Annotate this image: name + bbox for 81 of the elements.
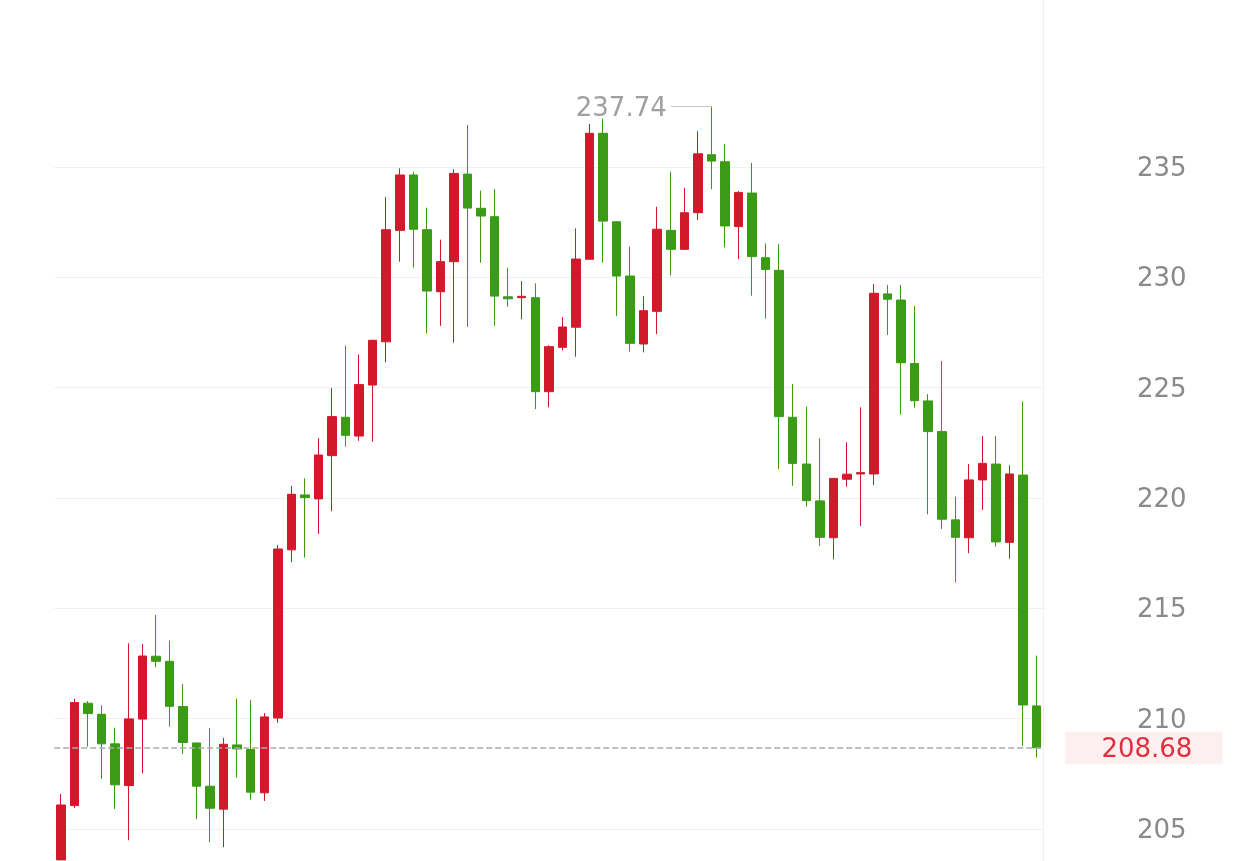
candlestick: [585, 123, 594, 260]
candlestick: [368, 339, 377, 443]
candlestick: [273, 544, 283, 724]
candlestick: [314, 437, 323, 535]
candlestick: [720, 143, 730, 248]
candlestick: [110, 727, 120, 810]
candlestick: [490, 188, 499, 327]
candlestick: [774, 243, 784, 470]
candlestick: [205, 727, 215, 843]
candlestick: [260, 712, 269, 802]
candlestick: [829, 477, 838, 560]
candlestick: [287, 485, 296, 563]
y-tick-label: 220: [1137, 483, 1187, 514]
candlestick: [341, 345, 350, 448]
candlestick: [802, 406, 811, 508]
candlestick: [747, 162, 757, 297]
candlestick: [246, 699, 255, 801]
y-tick-label: 210: [1137, 703, 1187, 734]
y-tick-label: 205: [1137, 814, 1187, 844]
candlestick: [449, 168, 459, 344]
candlestick: [97, 704, 106, 780]
candlestick: [964, 463, 974, 554]
candlestick: [558, 316, 567, 351]
candlestick: [788, 383, 797, 487]
candlestick: [883, 284, 892, 336]
candlestick: [1005, 464, 1014, 560]
candlestick: [300, 477, 310, 559]
candlestick: [56, 793, 66, 861]
candlestick: [734, 190, 743, 260]
candlestick: [693, 130, 703, 221]
y-tick-label: 225: [1137, 372, 1187, 403]
candlestick: [937, 360, 947, 530]
ref-line-label: 208.68: [1101, 732, 1193, 763]
candlestick: [422, 207, 432, 334]
candlestick: [503, 267, 513, 308]
candlestick: [707, 106, 716, 190]
candlestick: [409, 171, 418, 269]
candlestick: [815, 437, 825, 547]
candlestick: [991, 435, 1001, 548]
candlestick: [680, 187, 689, 250]
candlestick: [354, 353, 364, 442]
candlestick: [598, 117, 608, 264]
candlestick: [612, 221, 621, 317]
candlestick: [652, 206, 662, 335]
candlestick: [923, 393, 933, 515]
candlestick: [869, 283, 879, 486]
candlestick: [381, 196, 391, 363]
candlestick: [138, 643, 147, 774]
y-tick-label: 235: [1137, 152, 1187, 183]
candlestick: [151, 614, 161, 668]
candlestick: [327, 387, 337, 512]
candlestick: [842, 441, 852, 488]
candlestick: [625, 246, 635, 353]
candlestick: [571, 227, 581, 358]
annotation: 237.74: [575, 91, 667, 122]
candlestick: [856, 406, 865, 527]
candlestick: [517, 280, 526, 320]
candlestick: [544, 344, 554, 408]
y-tick-label: 215: [1137, 593, 1187, 624]
candlestick: [639, 295, 648, 353]
candlestick: [124, 642, 134, 841]
candlestick: [978, 435, 987, 511]
candlestick: [165, 640, 174, 728]
candlestick: [192, 742, 201, 820]
candlestick: [219, 737, 228, 848]
candlestick: [436, 239, 445, 327]
candlestick: [70, 698, 79, 809]
candlestick: [395, 167, 405, 263]
candlestick: [463, 124, 472, 328]
y-tick-label: 230: [1137, 262, 1187, 293]
candlestick: [1018, 401, 1028, 747]
candlestick: [531, 282, 540, 410]
candlestick: [476, 190, 486, 264]
candlestick: [761, 242, 770, 320]
candlestick: [178, 683, 188, 755]
candlestick: [1032, 655, 1041, 759]
candlestick: [951, 496, 960, 583]
candlestick: [83, 700, 93, 748]
candlestick: [666, 171, 676, 276]
candlestick: [910, 305, 919, 409]
candlestick: [896, 284, 906, 415]
